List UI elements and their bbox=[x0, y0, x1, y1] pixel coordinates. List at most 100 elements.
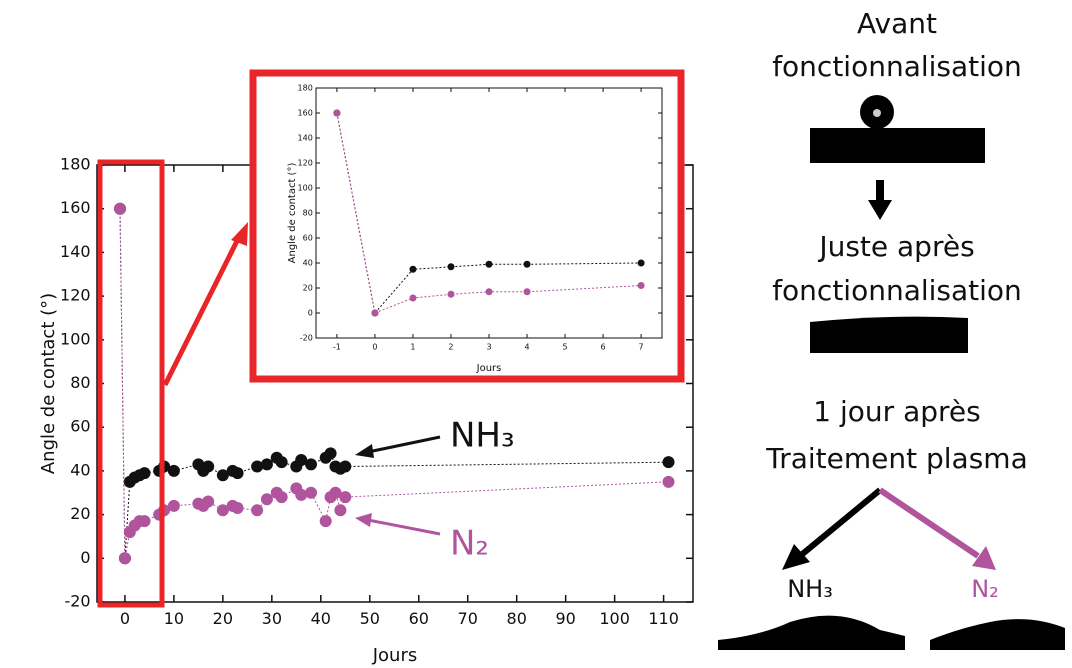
droplet-n2 bbox=[930, 619, 1065, 650]
y-tick-label: -20 bbox=[64, 592, 90, 611]
data-point bbox=[319, 515, 332, 528]
data-point bbox=[202, 495, 215, 508]
x-tick-label: 2 bbox=[448, 342, 453, 351]
data-point bbox=[167, 499, 180, 512]
data-point bbox=[295, 453, 308, 466]
data-point bbox=[305, 458, 318, 471]
data-point bbox=[275, 491, 288, 504]
step-arrow-head bbox=[868, 200, 892, 220]
y-tick-label: 160 bbox=[60, 198, 91, 217]
x-tick-label: 0 bbox=[372, 342, 377, 351]
step-text: 1 jour après bbox=[813, 395, 980, 428]
branch-arrow-head bbox=[972, 546, 996, 570]
data-point bbox=[447, 290, 455, 298]
inset-chart: -20 0 20 40 60 80 100 120 140 160 180 -1 0 1 2 3 4 5 6 7 Jou… bbox=[287, 84, 663, 374]
x-tick-label: 80 bbox=[507, 609, 527, 628]
branch-arrow-head bbox=[782, 544, 810, 570]
annotation-arrow-head bbox=[355, 513, 372, 527]
substrate-spread bbox=[810, 316, 968, 353]
x-tick-label: 4 bbox=[524, 342, 529, 351]
data-point bbox=[637, 282, 645, 289]
data-point bbox=[260, 493, 273, 506]
data-point bbox=[324, 447, 337, 460]
data-point bbox=[118, 552, 131, 565]
data-point bbox=[329, 486, 342, 499]
y-tick-label: 140 bbox=[298, 134, 313, 143]
data-point bbox=[339, 460, 352, 473]
branch-arrow bbox=[878, 487, 980, 559]
x-tick-label: 10 bbox=[164, 609, 184, 628]
data-point bbox=[202, 460, 215, 473]
branch-arrow bbox=[798, 487, 882, 559]
data-point bbox=[662, 475, 675, 488]
data-point bbox=[447, 263, 455, 271]
data-point bbox=[523, 260, 531, 268]
y-tick-label: 20 bbox=[70, 504, 90, 523]
data-point bbox=[216, 469, 229, 482]
substrate bbox=[810, 128, 985, 163]
data-point bbox=[334, 504, 347, 517]
y-tick-label: 40 bbox=[70, 460, 90, 479]
data-point bbox=[523, 288, 531, 296]
y-tick-label: 0 bbox=[80, 548, 90, 567]
data-point bbox=[275, 456, 288, 469]
x-tick-label: -1 bbox=[333, 342, 341, 351]
y-tick-label: -20 bbox=[300, 334, 313, 343]
data-point bbox=[138, 467, 151, 480]
x-tick-label: 30 bbox=[262, 609, 282, 628]
annotation: NH₃ bbox=[450, 416, 515, 456]
y-tick-label: 100 bbox=[298, 184, 313, 193]
data-point bbox=[260, 458, 273, 471]
data-point bbox=[305, 486, 318, 499]
x-tick-label: 100 bbox=[599, 609, 630, 628]
zoom-arrow bbox=[162, 233, 243, 387]
x-tick-label: 20 bbox=[213, 609, 233, 628]
x-tick-label: 7 bbox=[639, 342, 644, 351]
step-text: fonctionnalisation bbox=[772, 274, 1022, 307]
data-point bbox=[251, 460, 264, 473]
x-tick-label: 1 bbox=[410, 342, 415, 351]
branch-label: N₂ bbox=[971, 575, 999, 603]
y-tick-label: 120 bbox=[60, 286, 91, 305]
x-axis-title: Jours bbox=[476, 363, 502, 374]
data-point bbox=[333, 109, 341, 117]
y-axis-title: Angle de contact (°) bbox=[287, 163, 298, 264]
y-tick-label: 140 bbox=[60, 242, 91, 261]
step-text: Juste après bbox=[817, 230, 974, 263]
step-text: Avant bbox=[857, 7, 937, 40]
data-point bbox=[409, 265, 417, 273]
step-text: fonctionnalisation bbox=[772, 50, 1022, 83]
x-tick-label: 0 bbox=[120, 609, 130, 628]
annotation-arrow bbox=[367, 435, 441, 454]
data-point bbox=[231, 502, 244, 515]
data-point bbox=[339, 491, 352, 504]
step-text: Traitement plasma bbox=[765, 442, 1028, 475]
y-tick-label: 80 bbox=[303, 209, 313, 218]
data-point bbox=[114, 202, 127, 215]
data-point bbox=[216, 504, 229, 517]
y-tick-label: 180 bbox=[60, 155, 91, 174]
x-tick-label: 110 bbox=[648, 609, 679, 628]
x-tick-label: 5 bbox=[562, 342, 567, 351]
y-tick-label: 120 bbox=[298, 159, 313, 168]
zoom-arrow-head bbox=[231, 222, 248, 246]
y-tick-label: 160 bbox=[298, 109, 313, 118]
data-point bbox=[371, 309, 379, 317]
annotation-arrow bbox=[367, 518, 441, 536]
annotation-arrow-head bbox=[355, 444, 374, 458]
x-tick-label: 50 bbox=[360, 609, 380, 628]
data-point bbox=[485, 260, 493, 268]
y-tick-label: 20 bbox=[303, 284, 313, 293]
data-point bbox=[662, 456, 675, 469]
step-arrow bbox=[876, 180, 884, 202]
data-point bbox=[409, 294, 417, 302]
y-tick-label: 180 bbox=[298, 84, 313, 93]
branch-label: NH₃ bbox=[787, 575, 833, 603]
x-tick-label: 6 bbox=[601, 342, 606, 351]
y-tick-label: 40 bbox=[303, 259, 313, 268]
y-axis-title: Angle de contact (°) bbox=[38, 293, 59, 474]
data-point bbox=[231, 467, 244, 480]
x-axis-title: Jours bbox=[372, 645, 418, 666]
